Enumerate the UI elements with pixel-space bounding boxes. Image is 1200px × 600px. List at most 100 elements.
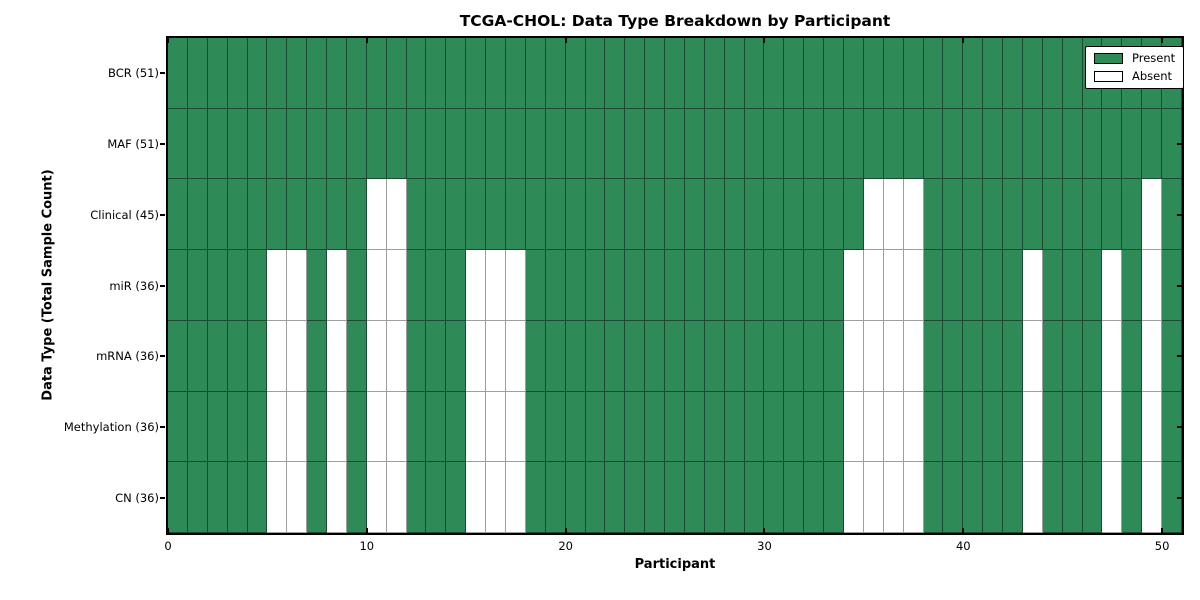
- matrix-cell: [366, 250, 387, 321]
- matrix-cell: [943, 320, 964, 392]
- matrix-cell: [446, 320, 467, 392]
- matrix-cell: [287, 320, 308, 392]
- matrix-cell: [804, 38, 825, 109]
- matrix-cell: [1003, 179, 1023, 251]
- matrix-cell: [1042, 250, 1063, 321]
- matrix-cell: [525, 250, 546, 321]
- matrix-cell: [386, 391, 407, 463]
- matrix-cell: [625, 462, 646, 534]
- matrix-cell: [963, 391, 984, 463]
- matrix-cell: [883, 179, 904, 251]
- matrix-cell: [605, 320, 626, 392]
- matrix-cell: [923, 391, 944, 463]
- matrix-cell: [187, 38, 208, 109]
- matrix-cell: [545, 250, 566, 321]
- matrix-cell: [883, 391, 904, 463]
- matrix-cell: [406, 462, 427, 534]
- matrix-cell: [406, 108, 427, 180]
- matrix-cell: [168, 38, 188, 109]
- matrix-cell: [605, 462, 626, 534]
- matrix-cell: [883, 250, 904, 321]
- matrix-cell: [903, 250, 924, 321]
- matrix-cell: [863, 391, 884, 463]
- matrix-cell: [863, 250, 884, 321]
- matrix-cell: [923, 250, 944, 321]
- matrix-cell: [585, 391, 606, 463]
- matrix-cell: [684, 179, 705, 251]
- matrix-cell: [784, 250, 805, 321]
- matrix-cell: [1102, 320, 1123, 392]
- matrix-cell: [386, 320, 407, 392]
- matrix-cell: [525, 320, 546, 392]
- matrix-cell: [784, 38, 805, 109]
- matrix-cell: [983, 250, 1004, 321]
- matrix-cell: [983, 391, 1004, 463]
- x-tick-bottom: [962, 528, 965, 533]
- matrix-cell: [307, 38, 328, 109]
- matrix-cell: [1003, 462, 1023, 534]
- matrix-cell: [704, 462, 725, 534]
- matrix-cell: [684, 320, 705, 392]
- matrix-cell: [1142, 250, 1163, 321]
- matrix-cell: [207, 179, 228, 251]
- matrix-cell: [227, 108, 248, 180]
- matrix-cell: [1022, 38, 1043, 109]
- matrix-cell: [1062, 462, 1083, 534]
- matrix-cell: [227, 179, 248, 251]
- matrix-cell: [207, 462, 228, 534]
- matrix-cell: [1122, 179, 1143, 251]
- matrix-cell: [168, 391, 188, 463]
- x-tick-bottom: [365, 528, 368, 533]
- legend-label: Absent: [1132, 69, 1173, 83]
- matrix-cell: [1142, 179, 1163, 251]
- matrix-cell: [287, 391, 308, 463]
- matrix-cell: [386, 462, 407, 534]
- matrix-cell: [1102, 391, 1123, 463]
- matrix-cell: [963, 38, 984, 109]
- matrix-cell: [426, 38, 447, 109]
- matrix-row-Methylation: [168, 391, 1182, 463]
- matrix-cell: [963, 108, 984, 180]
- x-tick-bottom: [1161, 528, 1164, 533]
- matrix-cell: [346, 391, 367, 463]
- x-axis-label: Participant: [634, 557, 716, 572]
- y-tick-label: Clinical (45): [90, 207, 159, 222]
- matrix-cell: [903, 108, 924, 180]
- matrix-cell: [983, 38, 1004, 109]
- matrix-cell: [426, 179, 447, 251]
- matrix-cell: [207, 38, 228, 109]
- matrix-cell: [1142, 391, 1163, 463]
- matrix-cell: [366, 38, 387, 109]
- matrix-cell: [824, 391, 844, 463]
- matrix-cell: [1003, 38, 1023, 109]
- matrix-row-Clinical: [168, 179, 1182, 251]
- x-tick-top: [167, 38, 169, 43]
- matrix-cell: [645, 179, 666, 251]
- matrix-cell: [605, 179, 626, 251]
- matrix-cell: [724, 108, 745, 180]
- matrix-cell: [466, 320, 487, 392]
- matrix-cell: [744, 179, 765, 251]
- x-tick-label: 20: [558, 539, 573, 553]
- matrix-cell: [963, 462, 984, 534]
- y-tick-left: [160, 355, 165, 358]
- matrix-cell: [764, 38, 785, 109]
- x-tick-label: 10: [359, 539, 375, 553]
- matrix-cell: [187, 320, 208, 392]
- matrix-cell: [645, 108, 666, 180]
- matrix-cell: [903, 462, 924, 534]
- matrix-cell: [386, 108, 407, 180]
- matrix-cell: [346, 38, 367, 109]
- matrix-cell: [625, 250, 646, 321]
- matrix-cell: [724, 462, 745, 534]
- matrix-cell: [307, 179, 328, 251]
- matrix-cell: [744, 250, 765, 321]
- legend-label: Present: [1132, 51, 1176, 65]
- matrix-cell: [545, 179, 566, 251]
- matrix-cell: [227, 38, 248, 109]
- matrix-cell: [386, 179, 407, 251]
- matrix-cell: [824, 179, 844, 251]
- matrix-cell: [386, 250, 407, 321]
- matrix-cell: [267, 179, 288, 251]
- matrix-cell: [505, 391, 526, 463]
